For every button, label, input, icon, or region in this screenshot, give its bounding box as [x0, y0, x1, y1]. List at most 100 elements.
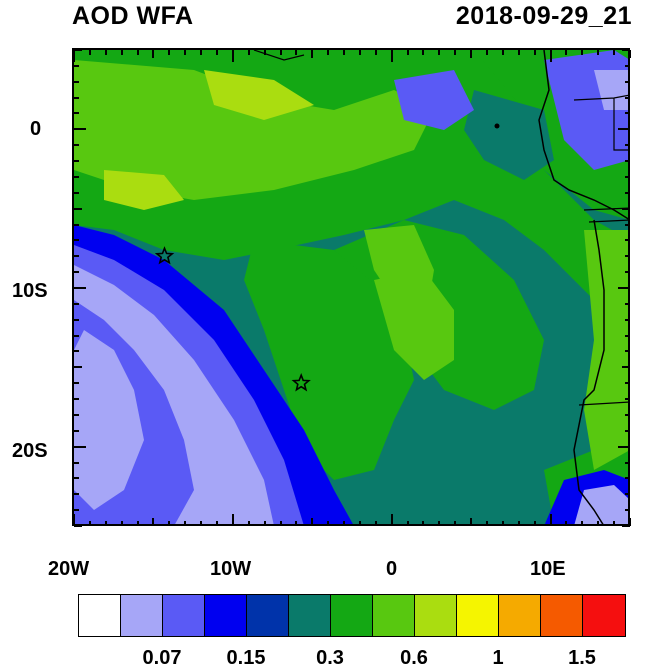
y-tick	[74, 49, 82, 51]
x-tick	[533, 521, 536, 526]
x-tick	[184, 521, 187, 526]
y-tick-right	[625, 413, 630, 416]
x-tick	[343, 521, 346, 526]
x-tick-top	[327, 50, 330, 55]
x-tick-top	[343, 50, 346, 55]
y-tick	[74, 509, 79, 512]
y-tick-right	[625, 334, 630, 337]
x-tick-label-10e: 10E	[530, 558, 566, 580]
y-tick-right	[625, 477, 630, 480]
x-tick	[501, 521, 504, 526]
x-tick-top	[406, 50, 409, 55]
colorbar-label-06: 0.6	[400, 647, 428, 669]
x-tick	[104, 521, 107, 526]
y-tick-right	[625, 160, 630, 163]
y-tick	[74, 525, 82, 527]
x-tick	[374, 521, 377, 526]
x-tick-top	[104, 50, 107, 55]
y-tick	[74, 239, 79, 242]
x-tick-top	[231, 50, 234, 62]
y-tick-right	[622, 366, 630, 369]
x-tick	[581, 521, 584, 526]
colorbar-box	[163, 595, 205, 636]
x-tick-top	[533, 50, 536, 55]
x-tick	[120, 521, 123, 526]
x-tick-top	[358, 50, 361, 55]
x-tick	[168, 521, 171, 526]
y-tick	[74, 207, 82, 210]
y-tick-label-20s: 20S	[12, 440, 48, 462]
y-tick-right	[625, 429, 630, 432]
y-tick-right	[622, 49, 630, 51]
colorbar-box	[583, 595, 625, 636]
y-tick	[74, 302, 79, 305]
colorbar-label-007: 0.07	[142, 647, 182, 669]
x-tick	[311, 518, 314, 526]
y-tick-right	[625, 302, 630, 305]
x-tick-label-0: 0	[386, 558, 398, 580]
x-tick	[390, 514, 393, 526]
y-tick	[74, 318, 79, 321]
x-tick-top	[438, 50, 441, 55]
y-tick-right	[625, 350, 630, 353]
x-tick-top	[184, 50, 187, 55]
y-tick	[74, 160, 79, 163]
x-tick	[454, 521, 457, 526]
x-tick-top	[549, 50, 552, 62]
x-tick	[88, 521, 91, 526]
x-tick-top	[501, 50, 504, 55]
y-tick-right	[625, 239, 630, 242]
colorbar-box	[205, 595, 247, 636]
y-tick	[74, 350, 79, 353]
x-tick-top	[581, 50, 584, 55]
x-tick	[263, 521, 266, 526]
x-tick-top	[215, 50, 218, 55]
x-tick-top	[200, 50, 203, 55]
x-tick-top	[613, 50, 616, 55]
colorbar-box	[79, 595, 121, 636]
x-tick-top	[422, 50, 425, 55]
y-tick	[74, 96, 79, 99]
y-tick	[74, 112, 79, 115]
y-tick-right	[625, 271, 630, 274]
x-tick	[406, 521, 409, 526]
markers-layer	[154, 246, 311, 392]
y-tick-right	[625, 223, 630, 226]
y-tick	[74, 287, 86, 289]
y-tick	[74, 445, 86, 448]
x-tick	[279, 521, 282, 526]
x-tick-top	[390, 50, 393, 62]
colorbar-box	[415, 595, 457, 636]
map-timestamp: 2018-09-29_21	[455, 2, 632, 30]
y-tick	[74, 334, 79, 337]
colorbar-box	[373, 595, 415, 636]
y-tick-right	[625, 398, 630, 401]
x-tick	[358, 521, 361, 526]
x-tick-top	[152, 50, 155, 58]
colorbar-label-015: 0.15	[226, 647, 266, 669]
star-marker-2	[291, 373, 311, 392]
y-tick-right	[625, 509, 630, 512]
y-tick-right	[618, 128, 630, 131]
y-tick-right	[618, 287, 630, 289]
x-tick	[247, 521, 250, 526]
x-tick-top	[486, 50, 489, 55]
x-tick-label-10w: 10W	[210, 558, 252, 580]
x-tick	[73, 514, 75, 526]
colorbar-label-15: 1.5	[568, 647, 596, 669]
y-tick	[74, 144, 79, 147]
y-tick-right	[625, 144, 630, 147]
y-tick	[74, 477, 79, 480]
y-tick	[74, 461, 79, 464]
y-tick	[74, 398, 79, 401]
x-tick-top	[470, 50, 473, 58]
y-tick	[74, 271, 79, 274]
y-tick-right	[618, 445, 630, 448]
x-tick-top	[517, 50, 520, 55]
x-tick	[438, 521, 441, 526]
x-tick	[327, 521, 330, 526]
x-tick	[152, 518, 155, 526]
y-tick-right	[625, 318, 630, 321]
x-tick	[200, 521, 203, 526]
x-tick-top	[263, 50, 266, 55]
